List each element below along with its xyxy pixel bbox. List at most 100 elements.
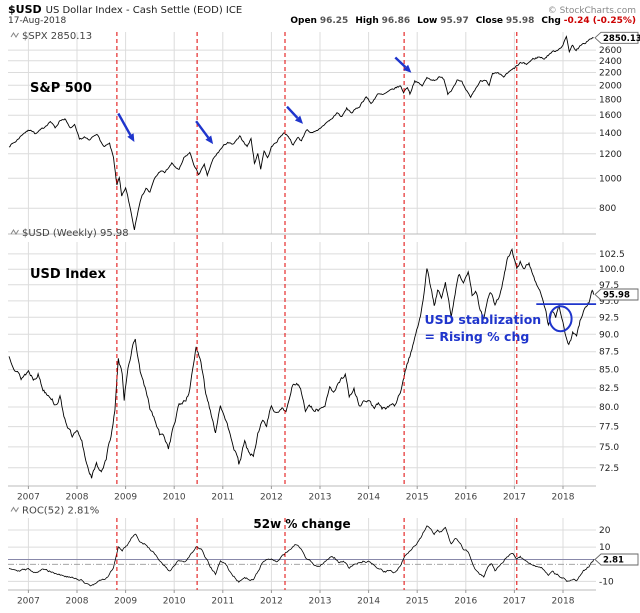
x-axis-label: 2016: [454, 493, 477, 503]
y-axis-label: 800: [599, 204, 616, 214]
quote-high-label: High: [355, 16, 379, 26]
x-axis-label: 2009: [114, 597, 137, 607]
x-axis-label: 2009: [114, 493, 137, 503]
x-axis-label: 2017: [503, 597, 526, 607]
panel-title-usd: USD Index: [30, 267, 106, 282]
y-axis-label: 1800: [599, 95, 622, 105]
x-axis-label: 2015: [406, 597, 429, 607]
copyright-label: © StockCharts.com: [547, 6, 636, 16]
quote-low-label: Low: [417, 16, 438, 26]
annotation-arrowhead: [403, 64, 412, 73]
chart-line-icon: [10, 32, 19, 38]
panel-title-roc: 52w % change: [253, 517, 350, 531]
x-axis-label: 2008: [66, 493, 89, 503]
chart-line-icon: [10, 229, 19, 235]
annotation-arrow: [286, 105, 299, 119]
annotation-arrow: [394, 56, 407, 69]
x-axis-label: 2008: [66, 597, 89, 607]
y-axis-label: 2400: [599, 57, 622, 67]
quote-low: Low 95.97: [417, 16, 469, 26]
x-axis-label: 2017: [503, 493, 526, 503]
y-axis-label: 95.0: [599, 297, 619, 307]
x-axis-label: 2007: [17, 493, 40, 503]
quote-close: Close 95.98: [476, 16, 535, 26]
annotation-circle: [548, 305, 573, 333]
annotation-arrow: [117, 112, 132, 136]
x-axis-label: 2012: [260, 597, 283, 607]
y-axis-label: 92.5: [599, 313, 619, 323]
y-axis-label: 87.5: [599, 348, 619, 358]
quote-chg-value: -0.24 (-0.25%): [563, 16, 636, 26]
quote-open-value: 96.25: [319, 16, 349, 26]
spx-price-line: [8, 35, 594, 230]
y-axis-label: 77.5: [599, 423, 619, 433]
last-price-badge: [594, 553, 639, 566]
last-price-badge: [594, 31, 639, 44]
quote-close-value: 95.98: [505, 16, 535, 26]
x-axis-label: 2007: [17, 597, 40, 607]
quote-open-label: Open: [290, 16, 317, 26]
y-axis-label: 97.5: [599, 281, 619, 291]
y-axis-label: 82.5: [599, 384, 619, 394]
y-axis-label: 1600: [599, 111, 622, 121]
annotation-arrow: [195, 120, 210, 139]
x-axis-label: 2011: [211, 493, 234, 503]
annotation-arrowhead: [294, 115, 303, 124]
chart-header: $USD US Dollar Index - Cash Settle (EOD)…: [0, 0, 640, 26]
chart-line-icon: [10, 506, 19, 513]
y-axis-label: 80.0: [599, 403, 619, 413]
annotation-text: = Rising % chg: [425, 329, 530, 344]
roc-price-line: [8, 525, 594, 587]
y-axis-label: 10: [599, 543, 611, 553]
x-axis-label: 2011: [211, 597, 234, 607]
y-axis-label: 1400: [599, 129, 622, 139]
y-axis-label: 2600: [599, 46, 622, 56]
last-price-badge-label: 2850.13: [603, 34, 640, 44]
x-axis-label: 2018: [552, 597, 575, 607]
chart-title: US Dollar Index - Cash Settle (EOD) ICE: [45, 5, 243, 16]
x-axis-label: 2014: [357, 493, 380, 503]
annotation-arrowhead: [205, 135, 214, 145]
x-axis-label: 2013: [309, 493, 332, 503]
y-axis-label: 1200: [599, 150, 622, 160]
y-axis-label: 100.0: [599, 265, 625, 275]
last-price-badge-label: 2.81: [603, 555, 624, 565]
y-axis-label: 2200: [599, 69, 622, 79]
y-axis-label: 1000: [599, 174, 622, 184]
x-axis-label: 2016: [454, 597, 477, 607]
quote-low-value: 95.97: [440, 16, 469, 26]
panel-title-spx: S&P 500: [30, 81, 92, 96]
quote-chg: Chg -0.24 (-0.25%): [541, 16, 636, 26]
y-axis-label: 20: [599, 526, 611, 536]
x-axis-label: 2018: [552, 493, 575, 503]
y-axis-label: 2000: [599, 81, 622, 91]
x-axis-label: 2012: [260, 493, 283, 503]
quote-high: High 96.86: [355, 16, 410, 26]
usd-price-line: [8, 248, 595, 479]
x-axis-label: 2015: [406, 493, 429, 503]
y-axis-label: 102.5: [599, 250, 625, 260]
last-price-badge-label: 95.98: [603, 291, 630, 301]
annotation-text: USD stablization: [425, 312, 542, 327]
chart-date: 17-Aug-2018: [8, 16, 67, 26]
y-axis-label: 90.0: [599, 330, 619, 340]
x-axis-label: 2010: [163, 493, 186, 503]
panel-label-roc: ROC(52) 2.81%: [22, 506, 99, 517]
y-axis-label: 75.0: [599, 443, 619, 453]
last-price-badge: [594, 288, 639, 301]
y-axis-label: -10: [599, 577, 614, 587]
annotation-arrowhead: [127, 133, 135, 142]
quote-open: Open 96.25: [290, 16, 348, 26]
y-axis-label: 85.0: [599, 366, 619, 376]
quote-chg-label: Chg: [541, 16, 561, 26]
x-axis-label: 2013: [309, 597, 332, 607]
x-axis-label: 2014: [357, 597, 380, 607]
symbol-label: $USD: [8, 3, 42, 16]
quote-close-label: Close: [475, 16, 504, 26]
x-axis-label: 2010: [163, 597, 186, 607]
panel-label-spx: $SPX 2850.13: [22, 31, 92, 42]
quote-high-value: 96.86: [381, 16, 411, 26]
panel-label-usd: $USD (Weekly) 95.98: [22, 228, 129, 239]
